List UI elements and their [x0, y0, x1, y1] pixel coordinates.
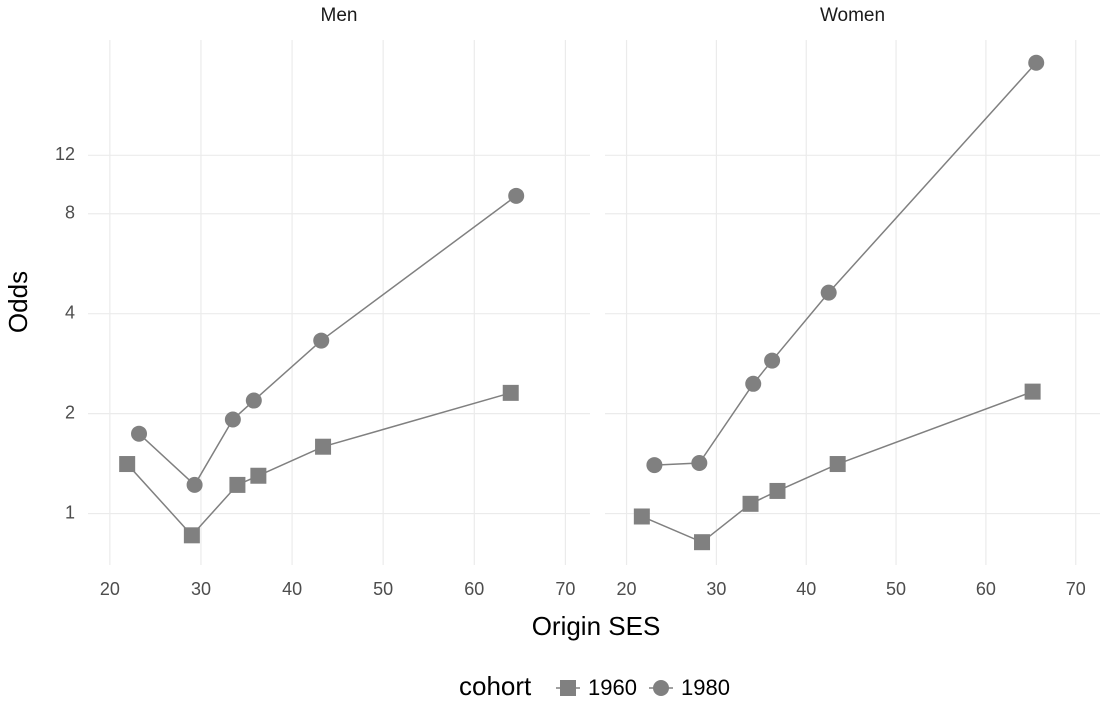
point — [502, 384, 519, 401]
x-tick-label: 40 — [282, 579, 302, 599]
legend-label: 1960 — [588, 675, 637, 700]
x-tick-label: 40 — [796, 579, 816, 599]
point — [829, 456, 846, 473]
x-tick-label: 30 — [706, 579, 726, 599]
x-tick-label: 60 — [464, 579, 484, 599]
x-tick-label: 50 — [373, 579, 393, 599]
y-tick-label: 12 — [55, 144, 75, 164]
point — [1028, 54, 1045, 71]
point — [224, 411, 241, 428]
point — [315, 438, 332, 455]
x-tick-label: 30 — [191, 579, 211, 599]
point — [313, 332, 330, 349]
point — [745, 375, 762, 392]
point — [646, 457, 663, 474]
point — [250, 467, 267, 484]
line — [641, 390, 1033, 544]
y-tick-label: 8 — [65, 203, 75, 223]
point — [1024, 383, 1041, 400]
point — [186, 476, 203, 493]
point — [229, 476, 246, 493]
facet-title: Women — [820, 5, 885, 26]
point — [764, 352, 781, 369]
point — [131, 425, 148, 442]
legend-marker — [560, 680, 576, 696]
x-tick-label: 20 — [617, 579, 637, 599]
point — [691, 455, 708, 472]
y-tick-label: 2 — [65, 402, 75, 422]
y-axis-label: Odds — [3, 271, 33, 333]
x-tick-label: 20 — [100, 579, 120, 599]
y-tick-label: 4 — [65, 302, 75, 322]
line — [126, 392, 511, 537]
x-tick-label: 70 — [555, 579, 575, 599]
point — [742, 495, 759, 512]
line — [654, 62, 1037, 466]
point — [119, 456, 136, 473]
legend-label: 1980 — [681, 675, 730, 700]
point — [245, 392, 262, 409]
x-axis-label: Origin SES — [532, 611, 661, 641]
facet-title: Men — [321, 5, 358, 26]
point — [183, 527, 200, 544]
point — [820, 284, 837, 301]
y-tick-label: 1 — [65, 502, 75, 522]
point — [769, 482, 786, 499]
point — [633, 508, 650, 525]
x-tick-label: 70 — [1066, 579, 1086, 599]
line — [138, 195, 517, 487]
x-tick-label: 50 — [886, 579, 906, 599]
point — [508, 187, 525, 204]
legend-marker — [653, 680, 669, 696]
legend-title: cohort — [459, 671, 532, 701]
point — [694, 534, 711, 551]
x-tick-label: 60 — [976, 579, 996, 599]
